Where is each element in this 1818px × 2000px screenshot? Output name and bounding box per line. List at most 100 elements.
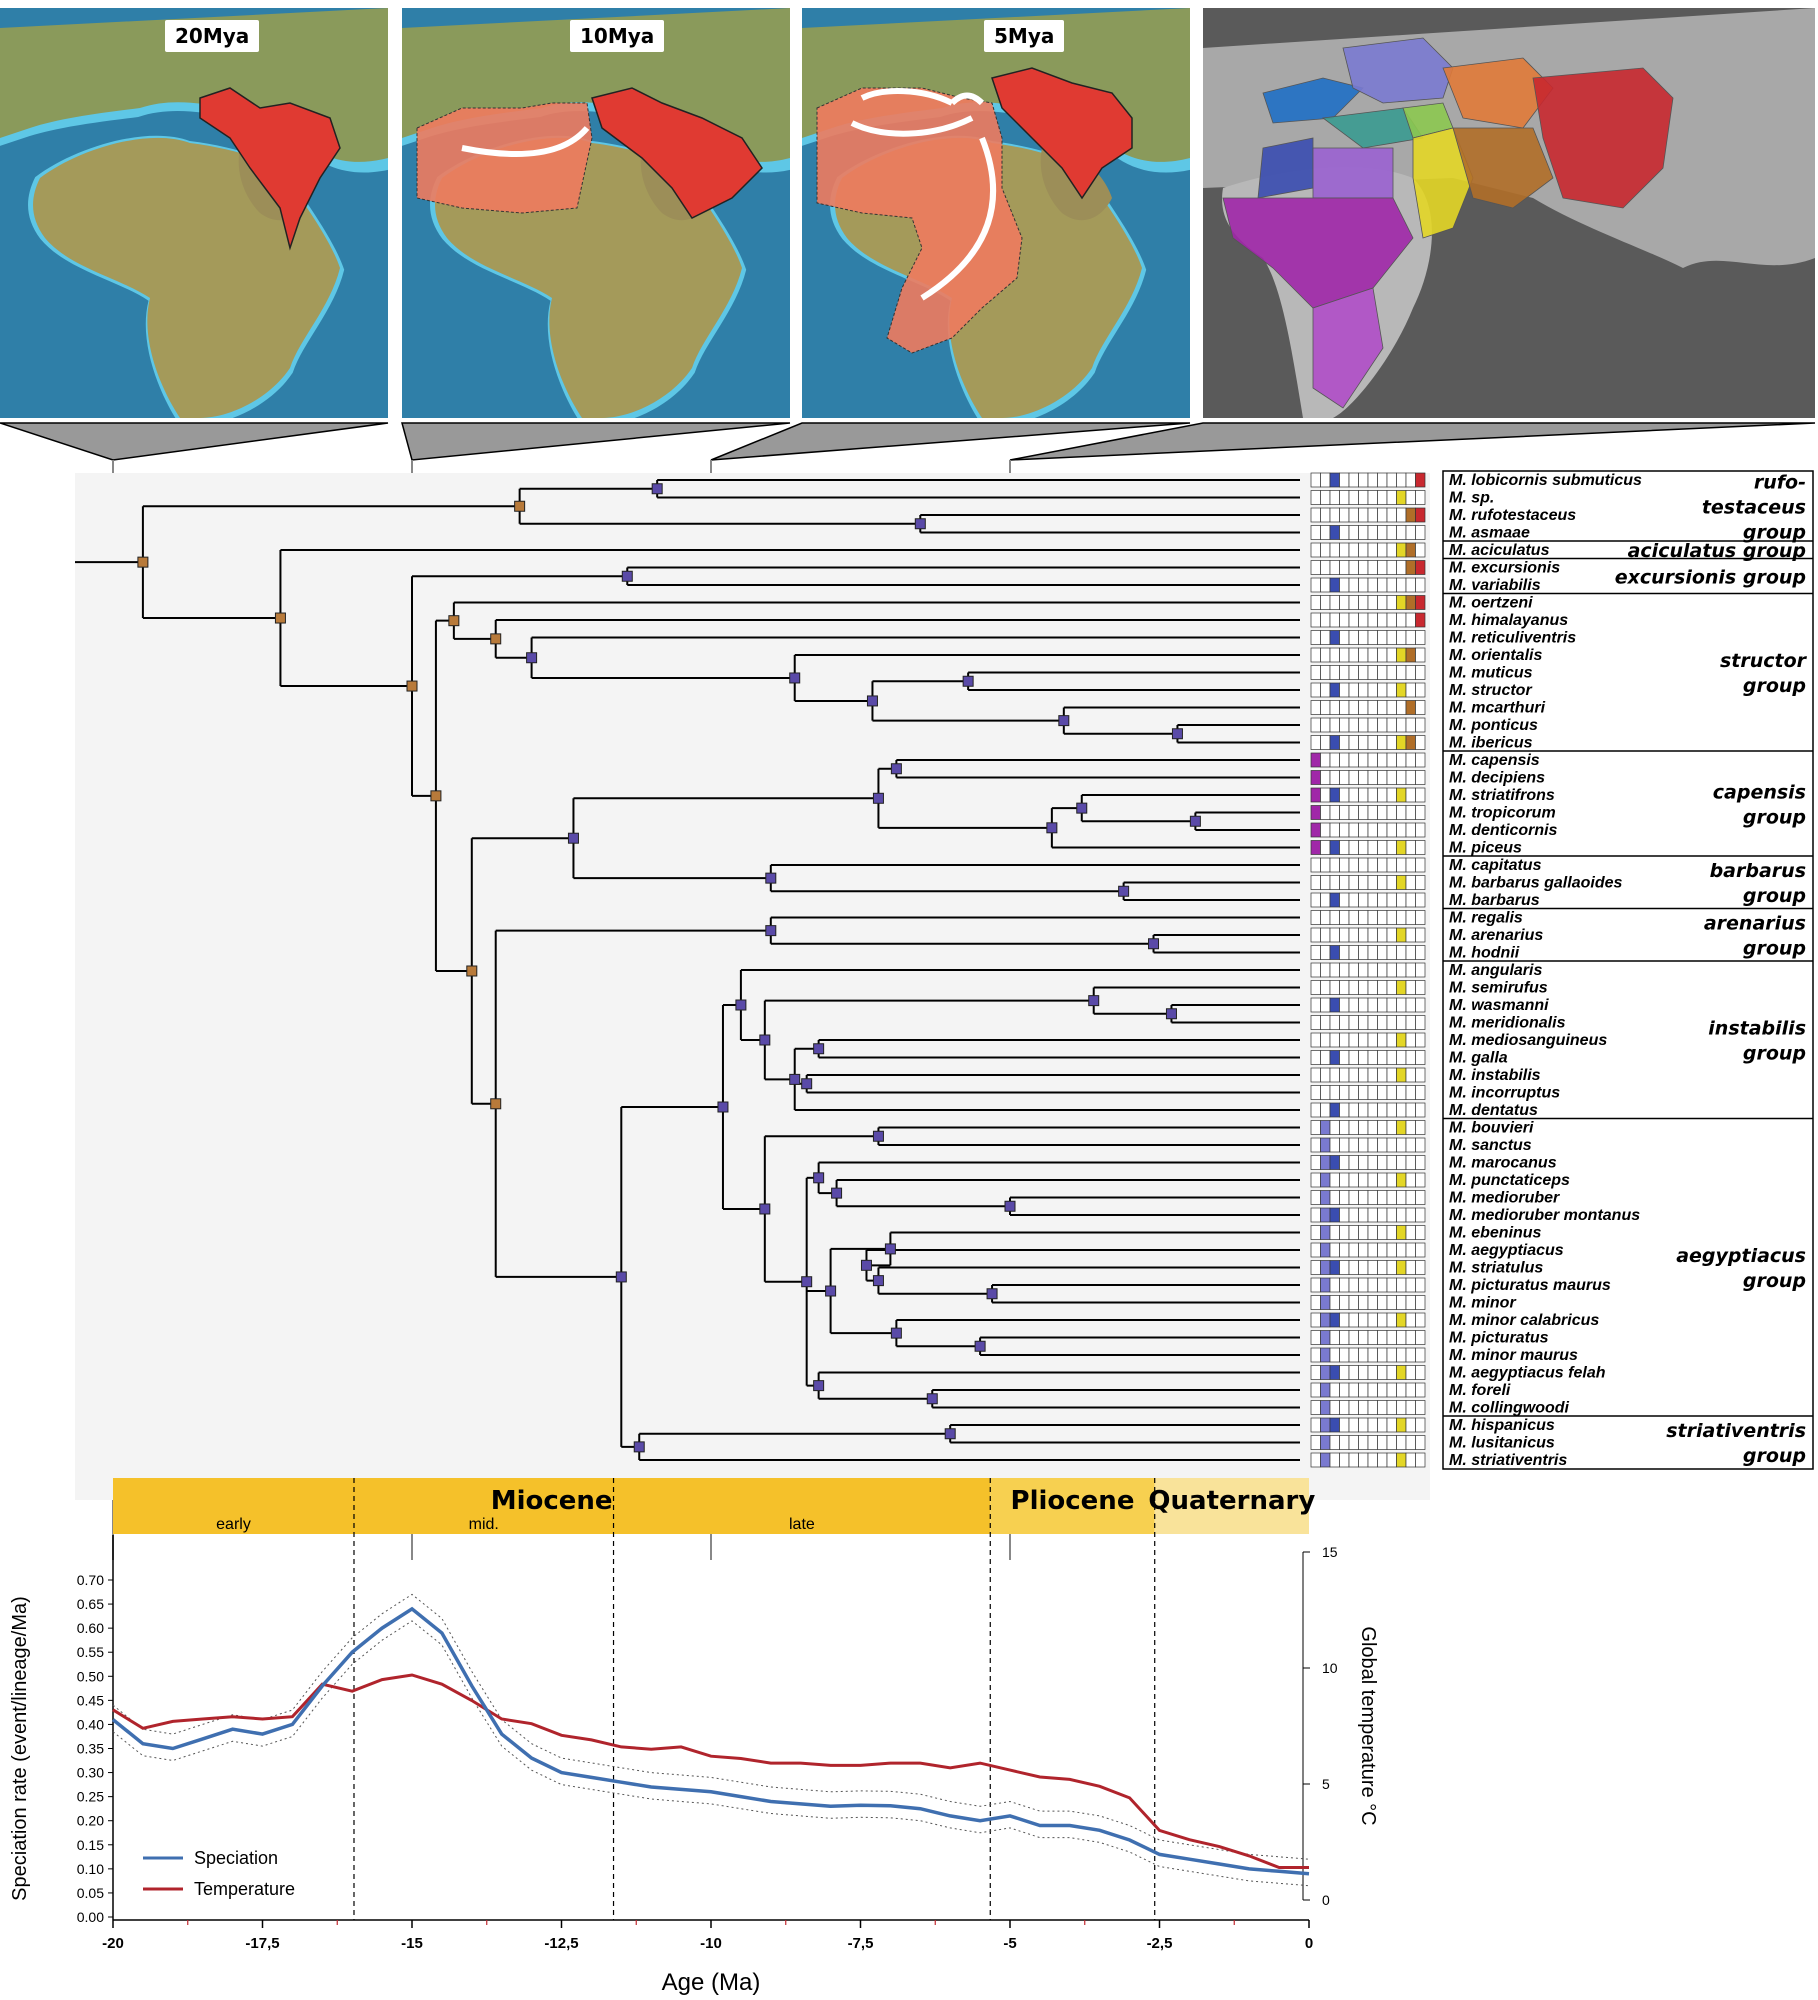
x-tick-label: -12,5: [544, 1935, 578, 1952]
distribution-cell: [1386, 1312, 1397, 1328]
distribution-cell: [1320, 1452, 1331, 1468]
distribution-cell: [1339, 1137, 1350, 1153]
distribution-cell: [1329, 507, 1340, 523]
ancestral-range-node: [1118, 885, 1130, 897]
legend-temperature-label: Temperature: [194, 1879, 295, 1899]
ancestral-range-node: [274, 612, 286, 624]
ancestral-range-node: [831, 1187, 843, 1199]
taxon-label: M. muticus: [1449, 665, 1533, 682]
group-label: group: [1743, 1270, 1806, 1292]
distribution-cell: [1339, 700, 1350, 715]
distribution-cell: [1377, 892, 1388, 908]
distribution-cell: [1377, 840, 1388, 855]
distribution-cell: [1310, 997, 1321, 1013]
distribution-cell: [1377, 717, 1388, 733]
distribution-cell: [1377, 1050, 1388, 1065]
distribution-cell: [1415, 507, 1426, 523]
distribution-cell: [1396, 1207, 1407, 1223]
distribution-cell: [1310, 735, 1321, 750]
distribution-cell: [1367, 717, 1378, 733]
distribution-cell: [1405, 1190, 1416, 1205]
distribution-cell: [1310, 1190, 1321, 1205]
speciation-line: [111, 1606, 1310, 1876]
distribution-cell: [1396, 1295, 1407, 1310]
distribution-cell: [1396, 1435, 1407, 1450]
ancestral-range-node: [866, 695, 878, 707]
distribution-cell: [1320, 1295, 1331, 1310]
distribution-cell: [1415, 805, 1426, 820]
taxon-label: M. variabilis: [1449, 577, 1541, 594]
ancestral-range-node: [633, 1441, 645, 1453]
distribution-cell: [1339, 1295, 1350, 1310]
distribution-cell: [1367, 1172, 1378, 1188]
map-panel-5mya: 5Mya: [802, 8, 1190, 418]
distribution-cell: [1320, 1277, 1331, 1293]
distribution-cell: [1405, 945, 1416, 960]
distribution-cell: [1386, 717, 1397, 733]
distribution-cell: [1396, 472, 1407, 488]
distribution-cell: [1348, 752, 1359, 768]
dispersal-arrow: [920, 136, 997, 301]
distribution-cell: [1348, 700, 1359, 715]
distribution-cell: [1386, 945, 1397, 960]
distribution-cell: [1358, 682, 1369, 698]
group-label: testaceus: [1702, 496, 1806, 518]
ancestral-range-node: [890, 763, 902, 775]
distribution-cell: [1358, 490, 1369, 505]
distribution-cell: [1396, 962, 1407, 978]
distribution-cell: [1386, 1452, 1397, 1468]
distribution-cell: [1415, 630, 1426, 645]
distribution-cell: [1415, 700, 1426, 715]
taxon-label: M. mcarthuri: [1449, 700, 1546, 717]
present-region-map: [1203, 8, 1815, 418]
distribution-cell: [1396, 682, 1407, 698]
distribution-cell: [1405, 1225, 1416, 1240]
distribution-cell: [1396, 1417, 1407, 1433]
distribution-cell: [1386, 1155, 1397, 1170]
distribution-cell: [1415, 980, 1426, 995]
map-panel-20mya: 20Mya: [0, 8, 388, 418]
distribution-cell: [1348, 1382, 1359, 1398]
distribution-cell: [1367, 1260, 1378, 1275]
distribution-cell: [1358, 910, 1369, 925]
distribution-cell: [1310, 875, 1321, 890]
distribution-cell: [1320, 700, 1331, 715]
taxon-label: M. decipiens: [1449, 770, 1545, 787]
distribution-cell: [1310, 805, 1321, 820]
distribution-cell: [1310, 665, 1321, 680]
distribution-cell: [1358, 612, 1369, 628]
ancestral-range-node: [825, 1285, 837, 1297]
distribution-cell: [1358, 1277, 1369, 1293]
taxon-label: M. ibericus: [1449, 735, 1533, 752]
distribution-cell: [1339, 665, 1350, 680]
distribution-cell: [1339, 997, 1350, 1013]
distribution-cell: [1329, 1137, 1340, 1153]
distribution-cell: [1367, 945, 1378, 960]
distribution-cell: [1377, 752, 1388, 768]
distribution-cell: [1377, 472, 1388, 488]
distribution-cell: [1415, 1172, 1426, 1188]
distribution-cell: [1415, 1452, 1426, 1468]
distribution-cell: [1415, 1155, 1426, 1170]
distribution-cell: [1339, 1435, 1350, 1450]
distribution-cell: [1386, 1242, 1397, 1258]
distribution-cell: [1367, 630, 1378, 645]
distribution-cell: [1358, 472, 1369, 488]
distribution-cell: [1348, 595, 1359, 610]
distribution-cell: [1339, 595, 1350, 610]
distribution-cell: [1367, 1242, 1378, 1258]
distribution-cell: [1386, 1050, 1397, 1065]
distribution-cell: [1415, 752, 1426, 768]
distribution-cell: [1367, 1312, 1378, 1328]
distribution-cell: [1405, 735, 1416, 750]
distribution-cell: [1386, 840, 1397, 855]
distribution-cell: [1386, 507, 1397, 523]
distribution-cell: [1320, 717, 1331, 733]
group-label: group: [1743, 806, 1806, 828]
taxon-label: M. minor: [1449, 1295, 1516, 1312]
distribution-cell: [1386, 1417, 1397, 1433]
distribution-cell: [1358, 1242, 1369, 1258]
ancestral-range: [991, 67, 1133, 200]
distribution-cell: [1415, 787, 1426, 803]
distribution-cell: [1386, 647, 1397, 663]
